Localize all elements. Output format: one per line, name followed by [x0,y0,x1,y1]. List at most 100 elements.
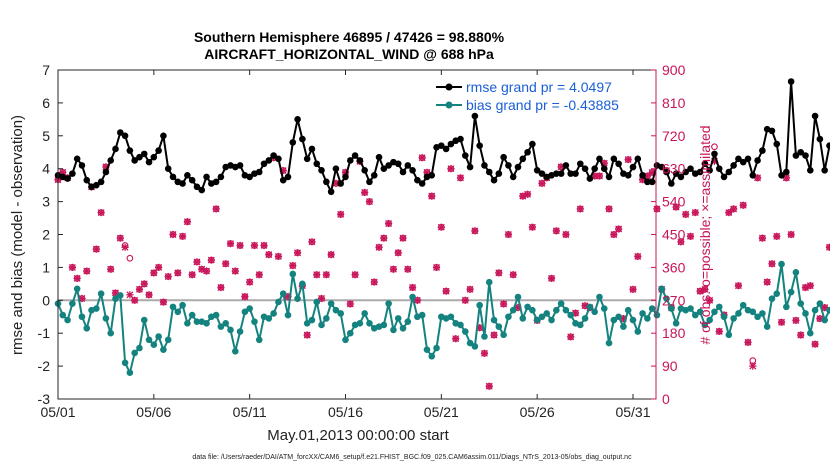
rmse-point [615,160,622,168]
bias-point [418,311,426,319]
rmse-point [93,181,100,189]
obs-assimilated-marker [121,243,129,251]
y-axis-label-left: rmse and bias (model - observation) [9,115,26,355]
obs-assimilated-marker [399,234,407,242]
obs-assimilated-marker [706,296,714,304]
rmse-point [735,155,742,163]
rmse-point [706,167,713,174]
bias-point [255,336,263,344]
obs-possible-marker [711,143,718,151]
y-right-tick-label: 450 [662,227,686,243]
rmse-point [562,162,570,169]
obs-assimilated-marker [682,210,690,218]
rmse-point [294,116,301,123]
bias-point [653,311,661,319]
bias-point [706,316,713,324]
rmse-point [414,176,421,184]
rmse-point [783,168,790,176]
bias-point [778,260,785,268]
bias-point [529,306,536,314]
rmse-point [164,165,172,172]
obs-assimilated-marker [327,251,335,259]
chart-subtitle: AIRCRAFT_HORIZONTAL_WIND @ 688 hPa [204,46,494,62]
rmse-point [802,152,809,159]
rmse-point [538,170,546,177]
rmse-point [533,167,541,174]
y-tick-label: 1 [42,259,50,275]
bias-point [500,331,507,339]
rmse-point [605,173,613,181]
grid-layer [58,70,656,399]
obs-assimilated-marker [490,331,498,339]
rmse-point [759,147,766,154]
bias-point [615,313,622,321]
rmse-point [672,170,680,177]
obs-assimilated-marker [677,238,685,246]
bias-point [227,326,234,334]
rmse-point [102,168,110,176]
bias-point [768,295,776,302]
bias-point [390,326,397,334]
rmse-point [112,145,119,153]
bias-point [538,313,546,321]
rmse-point [509,173,517,181]
rmse-point [366,178,373,186]
legend: rmse grand pr = 4.0497 bias grand pr = -… [436,79,619,113]
x-tick-label: 05/21 [424,404,459,420]
rmse-point [658,163,666,171]
rmse-point [792,152,800,159]
obs-assimilated-marker [351,271,359,279]
obs-assimilated-marker [605,205,613,213]
bias-point [567,311,575,319]
rmse-point [351,152,359,159]
obs-assimilated-marker [615,225,623,233]
rmse-point [447,140,455,148]
bias-point [174,308,182,316]
bias-point [289,270,297,278]
rmse-point [624,171,632,179]
rmse-point [140,150,148,158]
obs-assimilated-marker [303,331,311,339]
x-tick-label: 05/26 [520,404,555,420]
rmse-point [553,170,560,177]
obs-assimilated-marker [385,219,393,228]
obs-assimilated-marker [456,174,465,182]
obs-assimilated-marker [552,227,560,235]
bias-point [337,310,345,317]
obs-assimilated-marker [97,208,105,217]
rmse-point [313,160,321,168]
rmse-point [107,157,115,164]
rmse-point [787,78,795,85]
obs-assimilated-marker [408,283,417,292]
obs-assimilated-marker [250,241,259,250]
y-right-tick-label: 90 [662,358,678,374]
rmse-point [356,157,364,164]
obs-assimilated-marker [236,241,244,250]
bias-point [783,303,790,311]
bias-point [356,320,364,327]
rmse-point [778,171,785,179]
obs-assimilated-marker [255,271,263,279]
bias-point [797,300,805,307]
bias-point [83,324,91,332]
bias-point [428,352,436,360]
obs-assimilated-marker [169,230,177,239]
obs-assimilated-marker [758,234,766,242]
legend-bias-marker [445,101,453,109]
rmse-point [519,155,527,163]
bias-point [620,323,627,330]
rmse-point [438,142,445,149]
bias-point [217,323,225,330]
obs-assimilated-marker [466,285,474,293]
obs-assimilated-marker [131,296,139,304]
obs-assimilated-marker [567,333,575,341]
obs-assimilated-marker [107,265,115,273]
bias-point [78,313,86,321]
rmse-point [826,142,830,149]
bias-point [725,331,733,339]
rmse-point [639,171,646,179]
bias-point [759,310,766,317]
bias-point [730,315,737,322]
bias-point [600,305,608,312]
bias-point [318,321,325,329]
